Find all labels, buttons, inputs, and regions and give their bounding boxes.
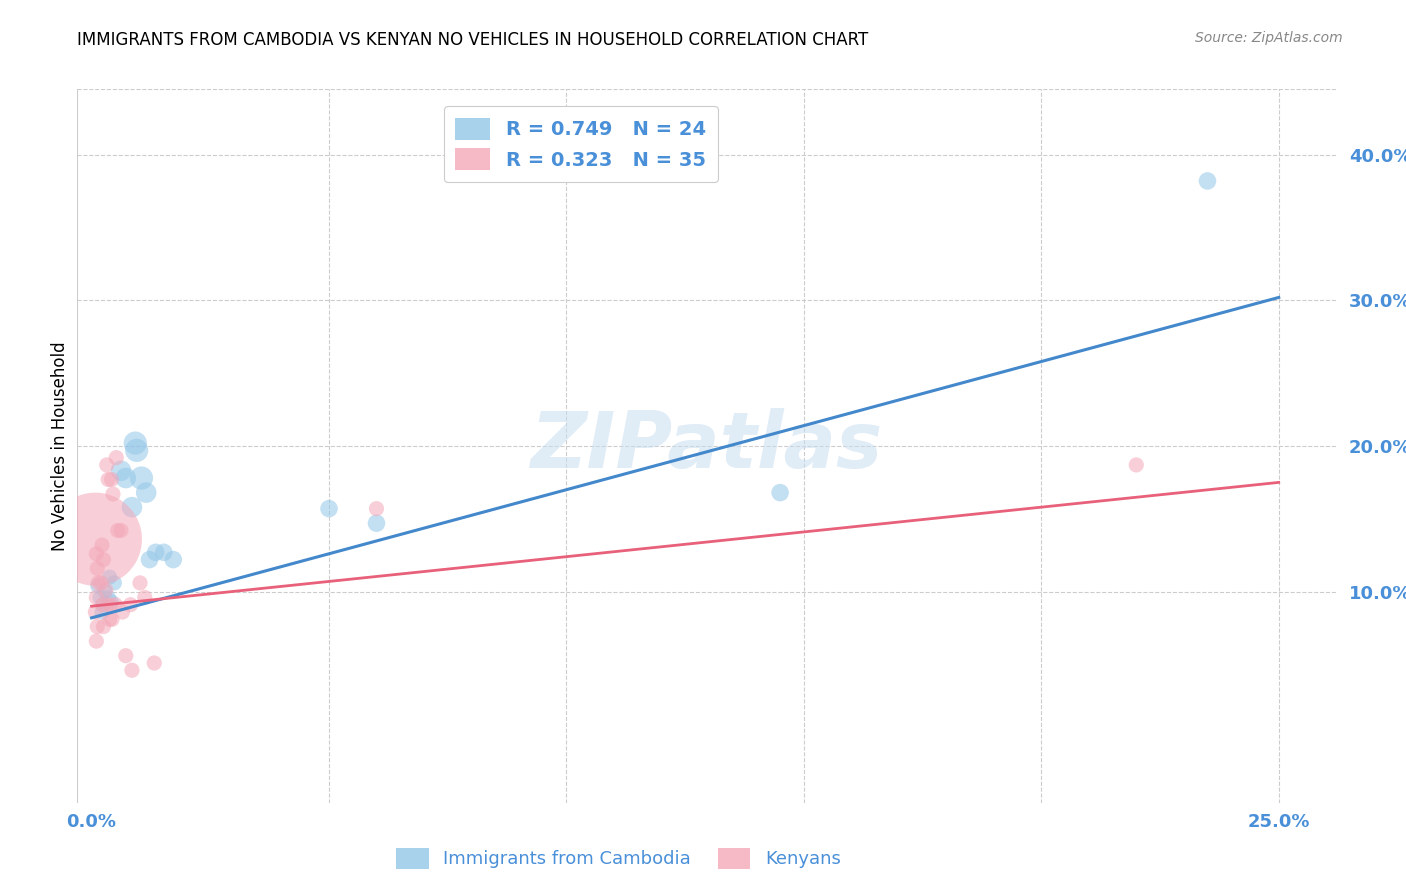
Point <box>125 443 148 458</box>
Point <box>94 583 117 598</box>
Point <box>366 516 388 531</box>
Point <box>86 561 108 575</box>
Point <box>101 487 124 501</box>
Point <box>114 648 136 663</box>
Point <box>135 485 157 500</box>
Point <box>121 663 143 677</box>
Point <box>89 591 111 605</box>
Point <box>86 547 108 561</box>
Point <box>134 591 156 605</box>
Point <box>97 473 120 487</box>
Y-axis label: No Vehicles in Household: No Vehicles in Household <box>51 341 69 551</box>
Point <box>90 575 112 590</box>
Point <box>91 598 114 612</box>
Point <box>366 501 388 516</box>
Point <box>114 471 136 485</box>
Point <box>93 552 115 566</box>
Point <box>120 598 142 612</box>
Point <box>1125 458 1147 472</box>
Point <box>97 591 120 605</box>
Point <box>104 598 127 612</box>
Text: Source: ZipAtlas.com: Source: ZipAtlas.com <box>1195 31 1343 45</box>
Point <box>129 575 152 590</box>
Point <box>98 570 121 584</box>
Point <box>107 524 129 538</box>
Point <box>318 501 340 516</box>
Text: ZIPatlas: ZIPatlas <box>530 408 883 484</box>
Point <box>121 500 143 515</box>
Point <box>152 545 174 559</box>
Point <box>84 532 107 546</box>
Point <box>100 473 122 487</box>
Point <box>131 471 153 485</box>
Point <box>93 598 115 612</box>
Point <box>84 605 107 619</box>
Point <box>93 619 115 633</box>
Point <box>87 575 110 590</box>
Point <box>86 591 108 605</box>
Point <box>96 458 118 472</box>
Point <box>86 634 108 648</box>
Point <box>162 552 184 566</box>
Point <box>103 575 125 590</box>
Point <box>145 545 167 559</box>
Point <box>96 598 118 612</box>
Point <box>101 612 124 626</box>
Point <box>100 595 122 609</box>
Text: IMMIGRANTS FROM CAMBODIA VS KENYAN NO VEHICLES IN HOUSEHOLD CORRELATION CHART: IMMIGRANTS FROM CAMBODIA VS KENYAN NO VE… <box>77 31 869 49</box>
Point <box>86 619 108 633</box>
Point <box>94 584 117 599</box>
Point <box>143 656 166 670</box>
Point <box>1197 174 1219 188</box>
Point <box>124 436 146 450</box>
Point <box>138 552 160 566</box>
Legend: Immigrants from Cambodia, Kenyans: Immigrants from Cambodia, Kenyans <box>389 840 848 876</box>
Point <box>98 612 121 626</box>
Point <box>91 605 114 619</box>
Point <box>110 464 132 478</box>
Point <box>105 450 128 465</box>
Point <box>91 538 114 552</box>
Point <box>87 579 110 593</box>
Point <box>100 598 122 612</box>
Point <box>769 485 792 500</box>
Point <box>110 524 132 538</box>
Point <box>111 605 134 619</box>
